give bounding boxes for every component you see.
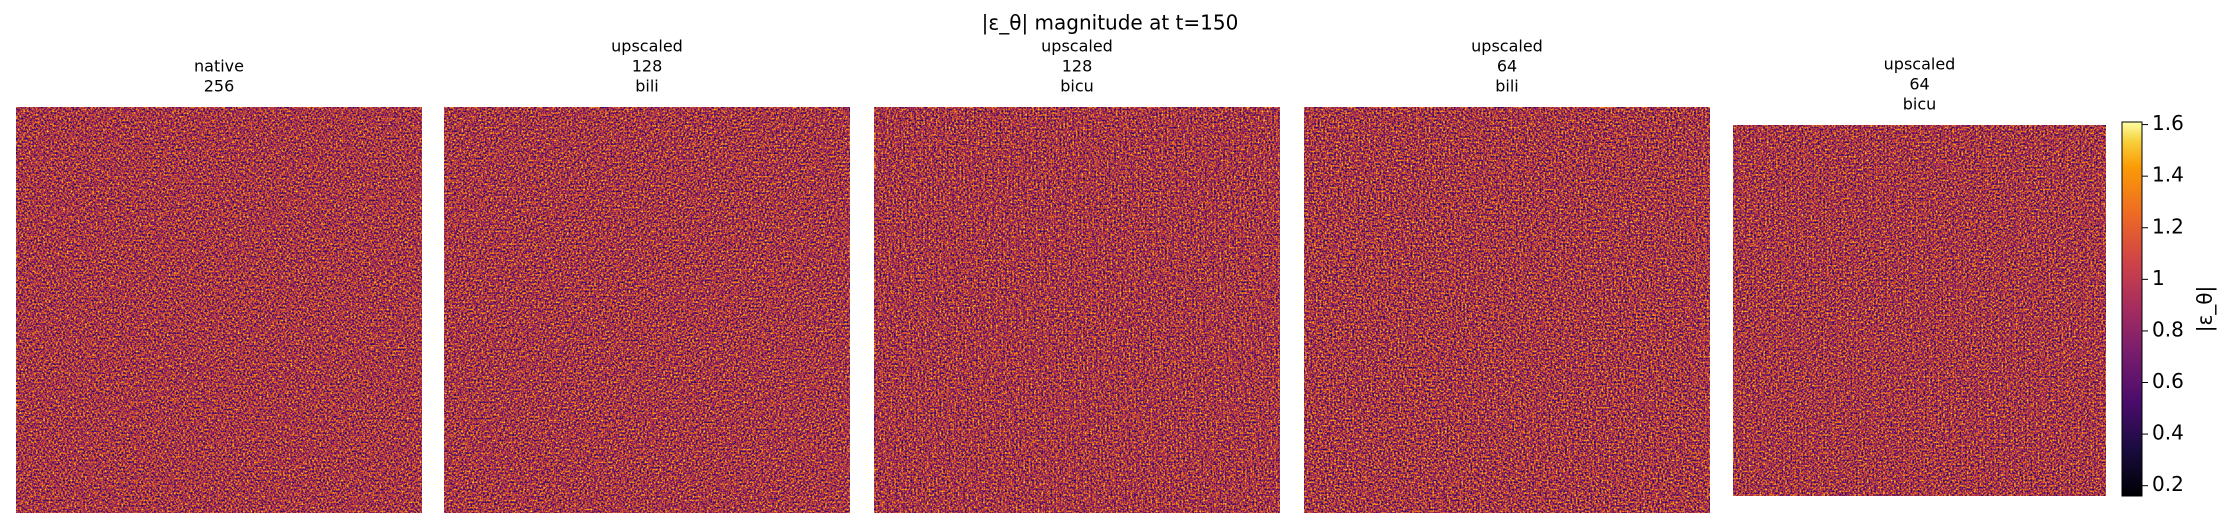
colorbar [2121,121,2143,497]
colorbar-tick-label: 1.6 [2152,111,2184,135]
panel-title: bili [635,77,659,96]
panel-title: 256 [204,77,235,96]
colorbar-label: |ε_θ| [2193,286,2217,333]
colorbar-tick-label: 1.4 [2152,163,2184,187]
figure-title: |ε_θ| magnitude at t=150 [982,11,1239,35]
heatmap-image [16,107,422,513]
panel-title: 128 [632,57,663,76]
heatmap-image [1733,125,2106,496]
colorbar-tick-label: 1.2 [2152,214,2184,238]
panel-title: bili [1495,77,1519,96]
heatmap-image [874,107,1280,513]
panel-title: upscaled [1471,37,1543,56]
heatmap-image [444,107,850,513]
panel-title: upscaled [611,37,683,56]
colorbar-tick-label: 0.4 [2152,421,2184,445]
panel-title: bicu [1903,95,1937,114]
colorbar-tick-label: 0.8 [2152,317,2184,341]
panel-title: 128 [1062,57,1093,76]
heatmap-image [1304,107,1710,513]
panel-title: upscaled [1884,55,1956,74]
colorbar-tick-label: 0.2 [2152,472,2184,496]
colorbar-tick-label: 0.6 [2152,369,2184,393]
colorbar-tick-label: 1 [2152,266,2165,290]
panel-title: upscaled [1041,37,1113,56]
panel-title: 64 [1497,57,1517,76]
panel-title: bicu [1060,77,1094,96]
panel-title: 64 [1909,75,1929,94]
panel-title: native [194,57,244,76]
